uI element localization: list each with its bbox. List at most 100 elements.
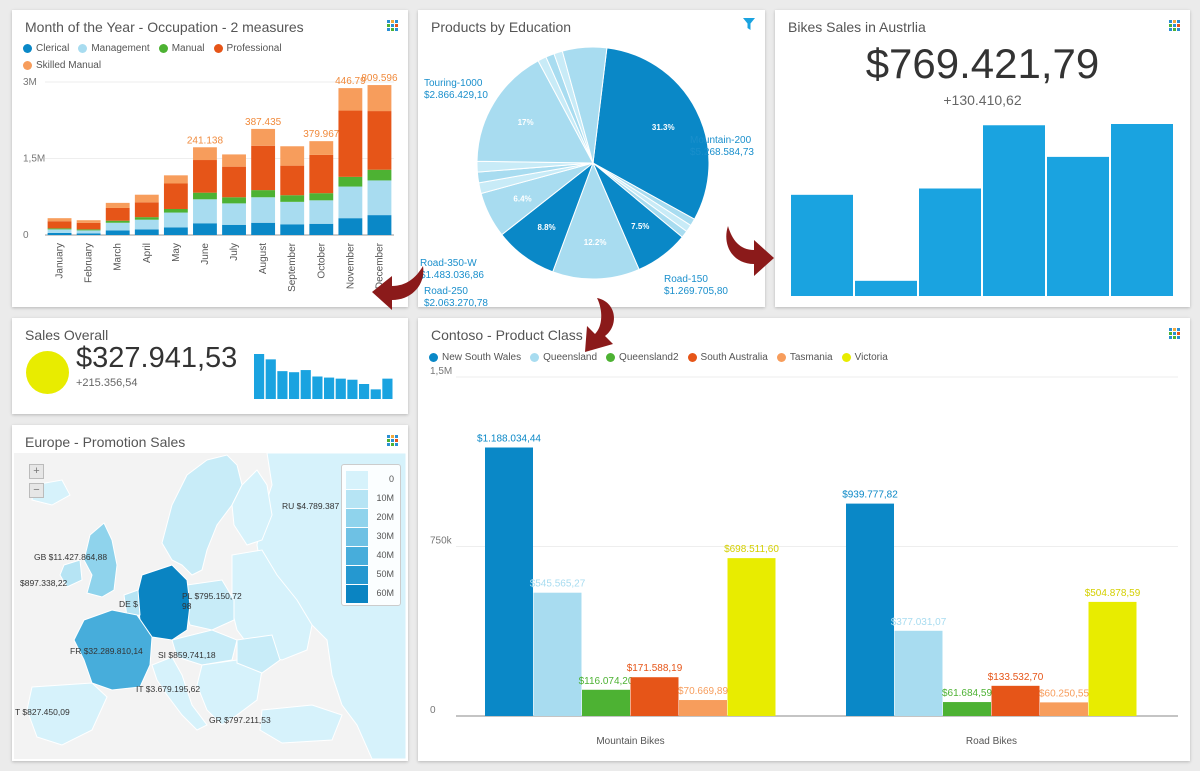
- bar: [1047, 156, 1109, 296]
- grid-icon[interactable]: [387, 435, 398, 446]
- legend-swatch: [346, 528, 368, 546]
- legend-label: Tasmania: [789, 352, 833, 363]
- y-tick-label: 750k: [430, 536, 453, 547]
- zoom-in-icon[interactable]: +: [29, 464, 44, 479]
- bar: [485, 447, 533, 716]
- legend-step-label: 40M: [376, 550, 394, 560]
- callout-value: $5.268.584,73: [690, 147, 754, 158]
- contoso-bar-chart: 0 750k 1,5M $1.188.034,44 $545.565,27 $116.07…: [430, 366, 1178, 747]
- bar-segment: [367, 180, 392, 216]
- slice-label: 17%: [518, 118, 534, 127]
- bar-segment: [251, 222, 276, 235]
- legend-step: 30M: [346, 528, 396, 546]
- pie-callout: Touring-1000$2.866.429,10: [424, 78, 488, 101]
- x-tick-label: June: [200, 243, 211, 265]
- legend-dot: [78, 44, 88, 53]
- bar-segment: [309, 193, 334, 201]
- legend-dot: [158, 44, 168, 53]
- legend-item[interactable]: Victoria: [841, 352, 888, 363]
- bar-segment: [163, 183, 188, 209]
- education-pie-chart: 31.3%7.5%12.2%8.8%6.4%17%Touring-1000$2.…: [420, 46, 754, 307]
- bar: [919, 188, 981, 296]
- data-label: 387.435: [245, 117, 282, 128]
- panel-title: Products by Education: [431, 19, 572, 35]
- bar-segment: [222, 166, 246, 198]
- legend-step-label: 20M: [376, 512, 394, 522]
- bar: [1111, 124, 1173, 296]
- legend-item[interactable]: Clerical: [23, 41, 69, 56]
- bar-segment: [222, 154, 246, 167]
- pie-slice: [476, 60, 594, 164]
- legend-step: 0: [346, 471, 396, 489]
- bar: [855, 280, 917, 296]
- legend-item[interactable]: Professional: [213, 41, 282, 56]
- callout-label: Road-250: [424, 286, 468, 297]
- data-label: 241.138: [187, 135, 224, 146]
- bar-segment: [367, 169, 392, 181]
- map-labels: RU $4.789.387 GB $11.427.864,88 $897.338,2…: [12, 425, 408, 761]
- legend-step: 60M: [346, 585, 396, 603]
- legend-label: Professional: [226, 43, 282, 54]
- bar: [324, 377, 335, 399]
- data-label: $61.684,59: [942, 688, 992, 699]
- legend-item[interactable]: Manual: [158, 41, 205, 56]
- bar-segment: [76, 230, 101, 234]
- data-label: $939.777,82: [842, 490, 898, 501]
- bar-segment: [309, 200, 334, 224]
- europe-panel: Europe - Promotion Sales: [12, 425, 408, 761]
- bar-segment: [309, 141, 334, 155]
- map-value-label: RU $4.789.387: [282, 501, 340, 511]
- data-label: $116.074,20: [579, 676, 634, 687]
- bar: [382, 378, 393, 399]
- bar-segment: [280, 195, 305, 202]
- x-tick-label: December: [374, 242, 385, 289]
- bar-segment: [134, 194, 159, 203]
- slice-label: 6.4%: [513, 194, 531, 203]
- legend-item[interactable]: Queensland2: [606, 352, 679, 363]
- legend-item[interactable]: New South Wales: [429, 352, 521, 363]
- bar-segment: [367, 215, 392, 235]
- grid-icon[interactable]: [1169, 328, 1180, 339]
- filter-icon[interactable]: [743, 18, 755, 30]
- status-indicator: [26, 351, 69, 394]
- legend-item[interactable]: Management: [78, 41, 150, 56]
- bar-segment: [105, 222, 130, 231]
- pie-callout: Road-250$2.063.270,78: [424, 286, 488, 307]
- slice-label: 8.8%: [537, 223, 555, 232]
- legend-dot: [429, 353, 438, 362]
- legend-item[interactable]: South Australia: [687, 352, 768, 363]
- europe-map[interactable]: [12, 425, 408, 761]
- legend-item[interactable]: Queensland: [530, 352, 597, 363]
- legend-item[interactable]: Skilled Manual: [23, 58, 101, 73]
- bar-segment: [338, 110, 363, 177]
- x-tick-label: September: [287, 242, 298, 292]
- data-label: $1.188.034,44: [477, 434, 541, 445]
- grid-icon[interactable]: [1169, 20, 1180, 31]
- bar-segment: [76, 233, 101, 235]
- legend-label: Queensland: [543, 352, 598, 363]
- data-label: $698.511,60: [724, 544, 779, 555]
- legend-swatch: [346, 547, 368, 565]
- x-tick-label: January: [55, 243, 66, 279]
- bar-segment: [105, 207, 130, 221]
- callout-label: Road-350-W: [420, 258, 477, 269]
- slice-label: 31.3%: [652, 123, 675, 132]
- map-value-label: DE $: [119, 599, 138, 609]
- legend-item[interactable]: Tasmania: [776, 352, 833, 363]
- legend-label: Skilled Manual: [36, 60, 102, 71]
- map-value-label: 98: [182, 601, 192, 611]
- grid-icon[interactable]: [387, 20, 398, 31]
- map-value-label: T $827.450,09: [15, 707, 70, 717]
- legend-label: Victoria: [854, 352, 888, 363]
- map-value-label: GB $11.427.864,88: [34, 552, 108, 562]
- data-label: $377.031,07: [891, 617, 947, 628]
- legend-step-label: 30M: [376, 531, 394, 541]
- legend-step-label: 0: [388, 474, 394, 484]
- pie-slice: [552, 161, 640, 280]
- sales-overall-panel: Sales Overall $327.941,53 +215.356,54: [12, 318, 408, 414]
- map-value-label: FR $32.289.810,14: [70, 646, 143, 656]
- callout-value: $1.269.705,80: [664, 286, 728, 297]
- zoom-out-icon[interactable]: −: [29, 483, 44, 498]
- bar-segment: [280, 146, 305, 166]
- x-tick-label: August: [258, 243, 269, 274]
